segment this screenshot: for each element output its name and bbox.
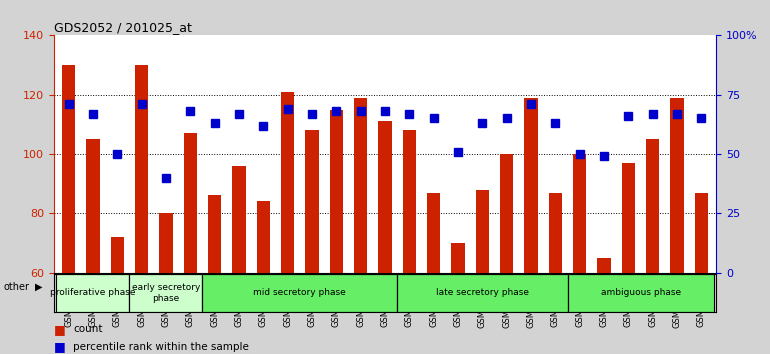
Bar xyxy=(56,274,129,312)
Bar xyxy=(646,139,659,273)
Bar xyxy=(397,274,567,312)
Text: count: count xyxy=(73,324,102,334)
Bar xyxy=(476,189,489,273)
Bar xyxy=(403,130,416,273)
Text: GDS2052 / 201025_at: GDS2052 / 201025_at xyxy=(54,21,192,34)
Bar xyxy=(451,243,465,273)
Bar xyxy=(256,201,270,273)
Bar xyxy=(281,92,294,273)
Bar xyxy=(671,98,684,273)
Text: ▶: ▶ xyxy=(35,282,42,292)
Bar xyxy=(305,130,319,273)
Text: ■: ■ xyxy=(54,323,65,336)
Bar xyxy=(427,193,440,273)
Bar xyxy=(233,166,246,273)
Bar xyxy=(159,213,172,273)
Bar xyxy=(378,121,392,273)
Bar xyxy=(549,193,562,273)
Text: ■: ■ xyxy=(54,341,65,353)
Text: early secretory
phase: early secretory phase xyxy=(132,283,200,303)
Text: ambiguous phase: ambiguous phase xyxy=(601,289,681,297)
Bar xyxy=(695,193,708,273)
Text: other: other xyxy=(4,282,30,292)
Bar xyxy=(135,65,149,273)
Bar xyxy=(183,133,197,273)
Bar xyxy=(203,274,397,312)
Text: mid secretory phase: mid secretory phase xyxy=(253,289,346,297)
Bar xyxy=(86,139,99,273)
Text: proliferative phase: proliferative phase xyxy=(50,289,136,297)
Bar xyxy=(500,154,514,273)
Bar xyxy=(129,274,203,312)
Bar xyxy=(354,98,367,273)
Bar xyxy=(62,65,75,273)
Bar xyxy=(524,98,537,273)
Bar xyxy=(111,237,124,273)
Bar xyxy=(621,163,635,273)
Bar xyxy=(573,154,587,273)
Bar xyxy=(598,258,611,273)
Bar xyxy=(567,274,714,312)
Text: late secretory phase: late secretory phase xyxy=(436,289,529,297)
Bar xyxy=(330,109,343,273)
Bar xyxy=(208,195,221,273)
Text: percentile rank within the sample: percentile rank within the sample xyxy=(73,342,249,352)
